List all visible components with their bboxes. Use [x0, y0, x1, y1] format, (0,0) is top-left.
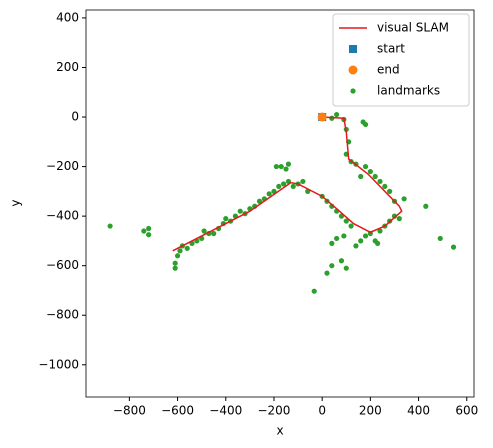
x-tick-label: 200	[359, 404, 382, 418]
y-tick-label: 400	[56, 10, 79, 24]
legend-label: start	[377, 42, 405, 56]
y-tick-label: −1000	[38, 357, 79, 371]
landmark	[324, 270, 330, 276]
landmark	[266, 191, 272, 197]
legend-swatch	[348, 65, 358, 75]
landmark	[283, 166, 289, 172]
landmark	[329, 263, 335, 269]
landmark	[146, 232, 152, 238]
landmark	[382, 183, 388, 190]
landmark	[362, 233, 369, 239]
landmark	[174, 253, 181, 259]
landmark	[278, 163, 284, 170]
trajectory-line	[172, 116, 403, 252]
x-axis-label: x	[276, 424, 283, 438]
landmark	[146, 225, 152, 232]
landmark	[107, 223, 113, 229]
landmark	[387, 188, 393, 194]
legend-swatch	[349, 45, 357, 53]
landmark	[450, 244, 457, 250]
landmark	[341, 233, 347, 239]
landmark	[285, 161, 292, 167]
landmark	[437, 235, 443, 242]
landmark	[141, 228, 147, 234]
landmark	[311, 288, 317, 294]
x-tick-label: 400	[407, 404, 430, 418]
landmark	[237, 208, 243, 214]
landmark	[375, 240, 381, 246]
legend-label: landmarks	[377, 84, 440, 98]
landmark	[334, 111, 340, 118]
landmark	[276, 183, 282, 190]
landmark	[184, 245, 190, 251]
landmark	[423, 203, 429, 209]
landmark	[256, 198, 263, 204]
y-tick-label: −800	[46, 308, 79, 322]
plot-area	[107, 111, 457, 294]
landmark	[396, 216, 402, 222]
landmark	[223, 216, 229, 222]
end-marker	[317, 112, 327, 122]
x-tick-label: 0	[318, 404, 326, 418]
landmark	[338, 258, 345, 264]
x-tick-label: 600	[455, 404, 478, 418]
legend-label: visual SLAM	[377, 21, 449, 35]
landmark	[353, 243, 359, 249]
x-tick-label: −400	[209, 404, 242, 418]
landmark	[172, 265, 178, 271]
x-tick-label: −200	[257, 404, 290, 418]
landmark	[201, 228, 207, 234]
y-tick-label: −200	[46, 159, 79, 173]
landmark	[358, 173, 364, 180]
y-tick-label: 200	[56, 60, 79, 74]
landmark	[329, 240, 335, 246]
landmark	[211, 230, 217, 237]
landmark	[362, 163, 369, 170]
legend-label: end	[377, 63, 400, 77]
landmark	[377, 178, 383, 185]
landmark	[362, 121, 369, 128]
plot-frame	[85, 9, 475, 398]
landmark	[343, 218, 349, 224]
landmark	[391, 213, 398, 219]
y-tick-label: 0	[71, 110, 79, 124]
x-tick-label: −600	[161, 404, 194, 418]
legend-box	[332, 13, 470, 107]
landmark	[343, 265, 349, 271]
legend-swatch	[350, 88, 356, 94]
landmark	[290, 183, 296, 190]
landmark	[401, 196, 407, 202]
y-tick-label: −400	[46, 209, 79, 223]
landmark	[348, 223, 354, 229]
landmark	[273, 163, 279, 170]
landmark	[177, 248, 183, 254]
landmark	[367, 168, 373, 175]
y-tick-label: −600	[46, 258, 79, 272]
landmark	[334, 235, 340, 242]
landmark	[358, 238, 364, 244]
y-axis-label: y	[9, 199, 23, 206]
landmark	[372, 173, 378, 180]
landmark	[281, 181, 287, 187]
x-tick-label: −800	[113, 404, 146, 418]
landmark	[377, 228, 383, 234]
landmark	[172, 260, 178, 266]
landmark	[300, 178, 306, 185]
